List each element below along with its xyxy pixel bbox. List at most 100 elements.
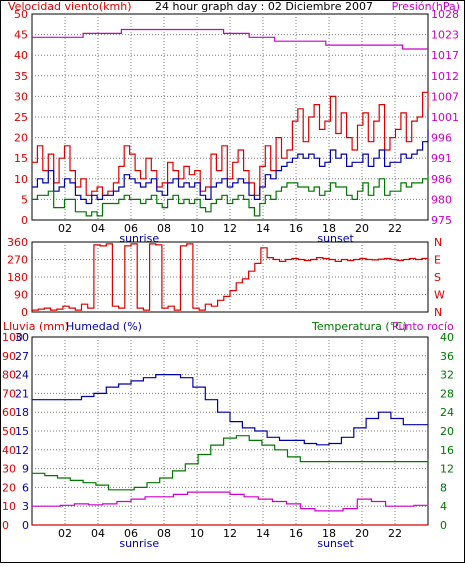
wind-tick-label: 35 bbox=[14, 70, 28, 83]
series-wind_direction bbox=[32, 243, 429, 311]
wind-tick-label: 20 bbox=[14, 132, 28, 145]
humidity-tick-label: 0 bbox=[22, 519, 29, 532]
temperature-tick-label: 28 bbox=[440, 387, 454, 400]
rain-tick-label: 30 bbox=[2, 463, 16, 476]
compass-tick-label: N bbox=[434, 306, 442, 319]
x-tick-label: 08 bbox=[157, 527, 171, 540]
series-wind_gust bbox=[32, 91, 429, 196]
humidity-axis-title: Humedad (%) bbox=[66, 320, 142, 333]
x-tick-label: 14 bbox=[256, 222, 270, 235]
wind-tick-label: 50 bbox=[14, 8, 28, 21]
temperature-tick-label: 20 bbox=[440, 425, 454, 438]
direction-tick-label: 360 bbox=[7, 236, 28, 249]
rain-axis-title: Lluvia (mm) bbox=[3, 320, 69, 333]
x-tick-label: 02 bbox=[58, 527, 72, 540]
pressure-tick-label: 1007 bbox=[431, 90, 459, 103]
temperature-tick-label: 40 bbox=[440, 331, 454, 344]
pressure-axis-title: Presión(hPa) bbox=[392, 0, 460, 13]
rain-tick-label: 20 bbox=[2, 481, 16, 494]
wind-tick-label: 45 bbox=[14, 29, 28, 42]
sunrise-label: sunrise bbox=[119, 537, 159, 550]
wind-tick-label: 15 bbox=[14, 152, 28, 165]
rain-tick-label: 90 bbox=[2, 350, 16, 363]
humidity-tick-label: 9 bbox=[22, 463, 29, 476]
x-tick-label: 12 bbox=[223, 222, 237, 235]
dewpoint-axis-title: Punto rocío bbox=[392, 320, 454, 333]
pressure-tick-label: 1001 bbox=[431, 111, 459, 124]
pressure-tick-label: 986 bbox=[431, 173, 452, 186]
direction-tick-label: 180 bbox=[7, 271, 28, 284]
humidity-tick-label: 18 bbox=[15, 406, 29, 419]
rain-humidity-temp-panel: 0102030405060708090100036912151821242730… bbox=[2, 331, 454, 550]
rain-tick-label: 50 bbox=[2, 425, 16, 438]
temperature-tick-label: 4 bbox=[440, 500, 447, 513]
x-tick-label: 18 bbox=[322, 222, 336, 235]
x-tick-label: 14 bbox=[256, 527, 270, 540]
temperature-tick-label: 12 bbox=[440, 463, 454, 476]
compass-tick-label: E bbox=[434, 254, 441, 267]
humidity-tick-label: 12 bbox=[15, 444, 29, 457]
x-tick-label: 04 bbox=[91, 222, 105, 235]
wind-tick-label: 25 bbox=[14, 111, 28, 124]
temperature-axis-title: Temperatura (°C) bbox=[311, 320, 407, 333]
temperature-tick-label: 8 bbox=[440, 481, 447, 494]
pressure-tick-label: 996 bbox=[431, 132, 452, 145]
x-tick-label: 08 bbox=[157, 222, 171, 235]
rain-tick-label: 40 bbox=[2, 444, 16, 457]
humidity-tick-label: 3 bbox=[22, 500, 29, 513]
rain-tick-label: 80 bbox=[2, 369, 16, 382]
x-tick-label: 16 bbox=[289, 222, 303, 235]
humidity-tick-label: 15 bbox=[15, 425, 29, 438]
rain-tick-label: 70 bbox=[2, 387, 16, 400]
x-tick-label: 16 bbox=[289, 527, 303, 540]
direction-tick-label: 0 bbox=[21, 306, 28, 319]
rain-tick-label: 0 bbox=[2, 519, 9, 532]
humidity-tick-label: 21 bbox=[15, 387, 29, 400]
direction-tick-label: 90 bbox=[14, 289, 28, 302]
pressure-tick-label: 1012 bbox=[431, 70, 459, 83]
series-dew_point bbox=[32, 491, 429, 512]
rain-tick-label: 100 bbox=[2, 331, 23, 344]
wind-tick-label: 10 bbox=[14, 173, 28, 186]
rain-tick-label: 10 bbox=[2, 500, 16, 513]
x-tick-label: 06 bbox=[124, 527, 138, 540]
pressure-tick-label: 991 bbox=[431, 152, 452, 165]
pressure-tick-label: 1023 bbox=[431, 29, 459, 42]
sunset-label: sunset bbox=[317, 537, 354, 550]
series-temperature bbox=[32, 435, 429, 491]
x-tick-label: 22 bbox=[388, 527, 402, 540]
chart-title: 24 hour graph day : 02 Diciembre 2007 bbox=[155, 0, 373, 13]
series-pressure bbox=[32, 28, 428, 50]
series-wind_avg bbox=[32, 129, 429, 205]
x-tick-label: 18 bbox=[322, 527, 336, 540]
wind-tick-label: 30 bbox=[14, 90, 28, 103]
x-tick-label: 10 bbox=[190, 527, 204, 540]
temperature-tick-label: 0 bbox=[440, 519, 447, 532]
temperature-tick-label: 36 bbox=[440, 350, 454, 363]
humidity-tick-label: 6 bbox=[22, 481, 29, 494]
temperature-tick-label: 24 bbox=[440, 406, 454, 419]
compass-tick-label: N bbox=[434, 236, 442, 249]
x-tick-label: 10 bbox=[190, 222, 204, 235]
wind-pressure-panel: 0 5 10 15 20 25 30 35 40 45 50 975 980 986 991 996 1001 1… bbox=[14, 8, 459, 245]
wind-axis-title: Velocidad viento(kmh) bbox=[8, 0, 132, 13]
humidity-tick-label: 30 bbox=[15, 331, 29, 344]
x-tick-label: 20 bbox=[355, 527, 369, 540]
pressure-tick-label: 975 bbox=[431, 214, 452, 227]
direction-tick-label: 270 bbox=[7, 254, 28, 267]
series-wind_min bbox=[32, 174, 429, 217]
pressure-tick-label: 980 bbox=[431, 193, 452, 206]
rain-tick-label: 60 bbox=[2, 406, 16, 419]
compass-tick-label: S bbox=[434, 271, 441, 284]
series-humidity bbox=[32, 374, 428, 446]
wind-tick-label: 0 bbox=[21, 214, 28, 227]
x-tick-label: 12 bbox=[223, 527, 237, 540]
compass-tick-label: W bbox=[434, 289, 445, 302]
pressure-tick-label: 1028 bbox=[431, 8, 459, 21]
x-tick-label: 02 bbox=[58, 222, 72, 235]
temperature-tick-label: 32 bbox=[440, 369, 454, 382]
humidity-tick-label: 27 bbox=[15, 350, 29, 363]
temperature-tick-label: 16 bbox=[440, 444, 454, 457]
